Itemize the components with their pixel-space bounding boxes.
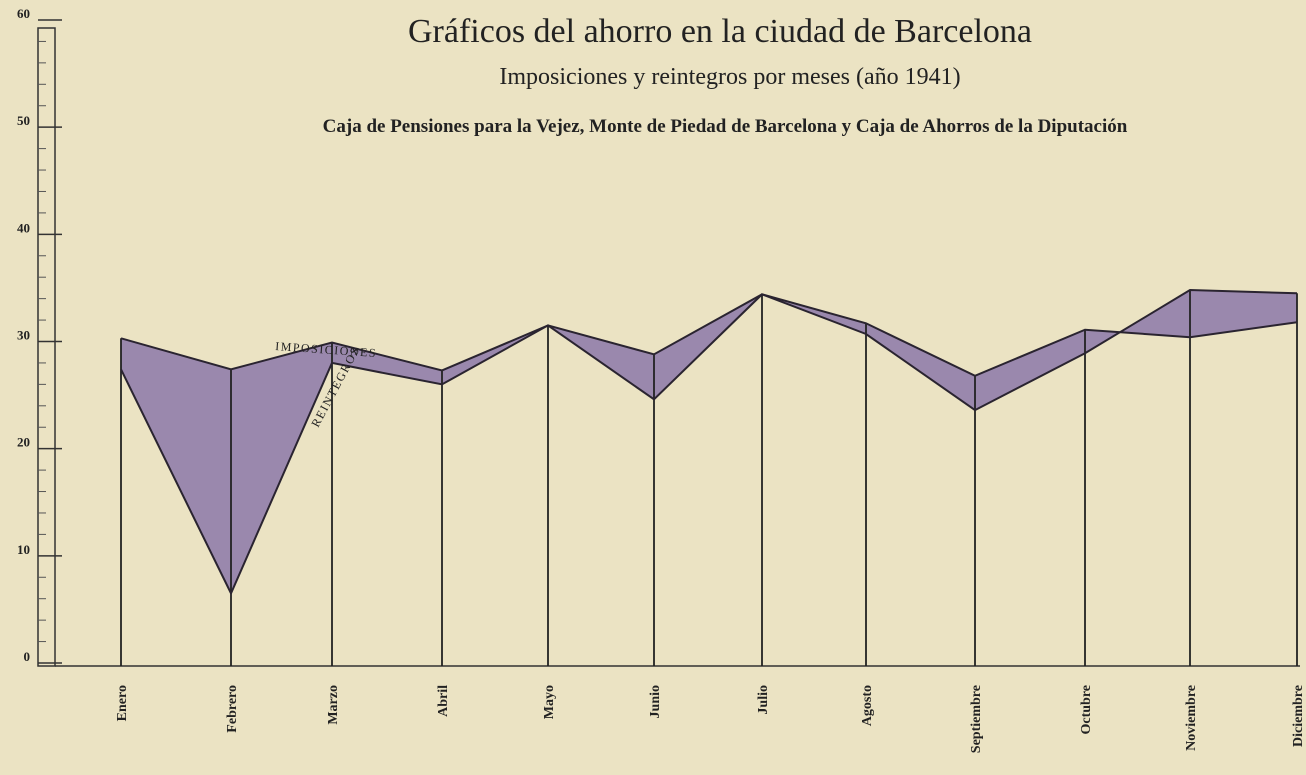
- x-tick-label: Julio: [756, 685, 771, 715]
- x-tick-label: Febrero: [225, 685, 240, 733]
- chart-subtitle: Imposiciones y reintegros por meses (año…: [499, 64, 960, 90]
- x-tick-label: Enero: [115, 685, 130, 721]
- x-tick-label: Agosto: [860, 685, 875, 726]
- band-fill: [121, 290, 1297, 594]
- y-tick-label: 30: [17, 328, 30, 343]
- chart-note: Caja de Pensiones para la Vejez, Monte d…: [323, 116, 1128, 137]
- axis-ruler: [37, 27, 56, 667]
- y-tick-label: 0: [24, 649, 31, 664]
- x-tick-label: Septiembre: [969, 685, 984, 753]
- x-tick-label: Mayo: [542, 685, 557, 719]
- y-tick-label: 10: [17, 542, 30, 557]
- y-tick-label: 20: [17, 435, 30, 450]
- x-tick-label: Junio: [648, 685, 663, 718]
- chart-title: Gráficos del ahorro en la ciudad de Barc…: [408, 13, 1032, 50]
- series-line: [120, 293, 1298, 377]
- y-tick-label: 50: [17, 113, 30, 128]
- y-tick-label: 40: [17, 220, 30, 235]
- x-tick-label: Marzo: [326, 685, 341, 725]
- x-tick-label: Diciembre: [1291, 685, 1306, 747]
- series-line: [120, 289, 1298, 596]
- y-tick-label: 60: [17, 6, 30, 21]
- x-tick-label: Noviembre: [1184, 685, 1199, 751]
- x-tick-label: Octubre: [1079, 685, 1094, 735]
- x-tick-label: Abril: [436, 685, 451, 717]
